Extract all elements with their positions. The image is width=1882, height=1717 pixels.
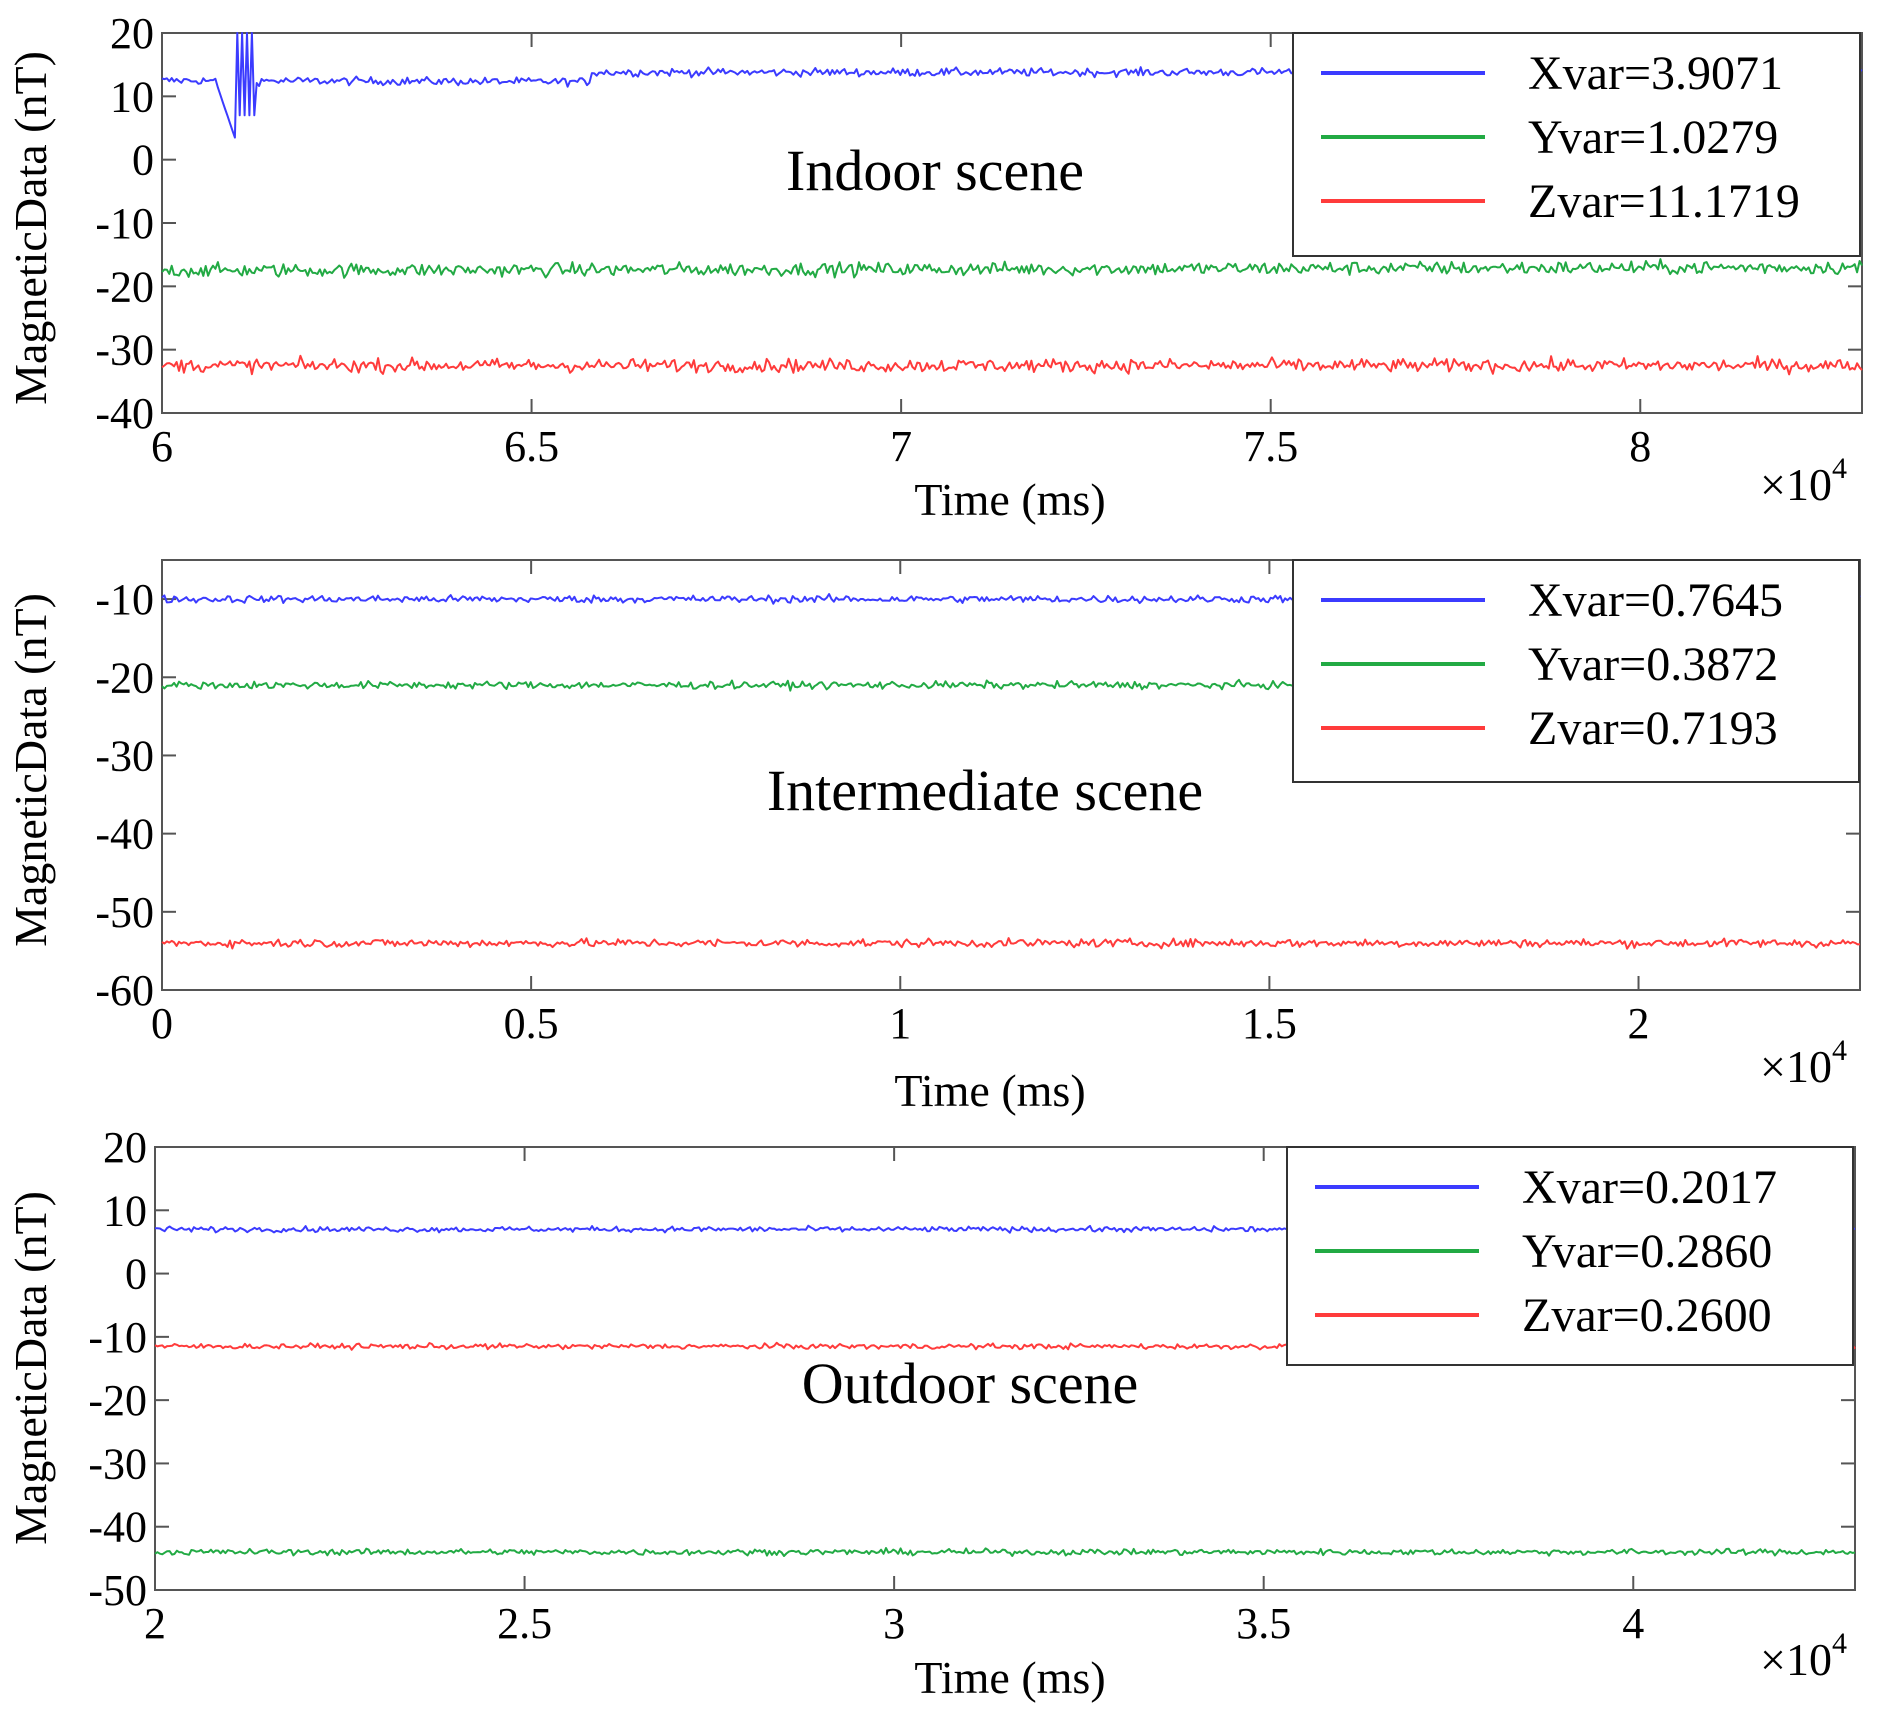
y-tick-label: 10 xyxy=(103,1186,147,1235)
y-tick-label: -50 xyxy=(95,888,154,937)
series-line-3 xyxy=(161,937,1861,950)
x-exponent-label: ×104 xyxy=(1760,1034,1847,1092)
panel-2: -10 -20 -30 -40 -50 -600 0.5 1 1.5 2 Xvar=0.7645 Yv… xyxy=(5,559,1861,1116)
legend-entry: Zvar=11.1719 xyxy=(1528,175,1800,228)
x-tick-label: 0.5 xyxy=(504,999,559,1048)
legend-entry: Zvar=0.2600 xyxy=(1522,1289,1772,1342)
x-tick-label: 2 xyxy=(1628,999,1650,1048)
y-tick-label: -10 xyxy=(88,1313,147,1362)
x-tick-label: 2 xyxy=(144,1599,166,1648)
x-exponent-power: 4 xyxy=(1832,452,1847,485)
legend-box xyxy=(1286,1146,1854,1366)
x-tick-label: 1 xyxy=(889,999,911,1048)
legend: Xvar=0.7645 Yvar=0.3872 Zvar=0.7193 xyxy=(1292,559,1860,783)
x-axis-label: Time (ms) xyxy=(914,474,1105,525)
panel-1: 20 10 0 -10 -20 -30 -406 6.5 7 7.5 8 Xvar=3.9071 Yva… xyxy=(5,9,1863,525)
y-tick-label: -40 xyxy=(95,389,154,438)
legend: Xvar=3.9071 Yvar=1.0279 Zvar=11.1719 xyxy=(1292,32,1861,257)
x-tick-label: 4 xyxy=(1622,1599,1644,1648)
x-exponent-label: ×104 xyxy=(1760,1627,1847,1685)
y-axis-label: MagneticData (nT) xyxy=(5,1191,56,1545)
x-exponent-power: 4 xyxy=(1832,1627,1847,1660)
legend-entry: Zvar=0.7193 xyxy=(1528,702,1778,755)
y-tick-label: -40 xyxy=(95,810,154,859)
x-axis-label: Time (ms) xyxy=(914,1652,1105,1703)
legend-entry: Xvar=0.7645 xyxy=(1528,574,1783,627)
y-tick-label: 0 xyxy=(125,1250,147,1299)
y-axis-label: MagneticData (nT) xyxy=(5,51,56,405)
y-tick-label: -20 xyxy=(95,653,154,702)
scene-label: Indoor scene xyxy=(786,138,1084,203)
x-tick-label: 0 xyxy=(151,999,173,1048)
y-tick-label: 20 xyxy=(103,1123,147,1172)
y-tick-label: 0 xyxy=(132,136,154,185)
series-line-2 xyxy=(154,1547,1856,1557)
y-tick-label: 20 xyxy=(110,9,154,58)
x-axis-label: Time (ms) xyxy=(894,1065,1085,1116)
scene-label: Intermediate scene xyxy=(767,758,1203,823)
y-tick-label: -20 xyxy=(95,262,154,311)
y-tick-label: -30 xyxy=(95,731,154,780)
x-tick-label: 6.5 xyxy=(504,422,559,471)
y-tick-label: -50 xyxy=(88,1566,147,1615)
scene-label: Outdoor scene xyxy=(802,1351,1139,1416)
y-tick-label: -60 xyxy=(95,966,154,1015)
legend-entry: Yvar=0.3872 xyxy=(1528,638,1778,691)
x-tick-label: 2.5 xyxy=(497,1599,552,1648)
legend-entry: Xvar=0.2017 xyxy=(1522,1161,1777,1214)
y-tick-label: 10 xyxy=(110,72,154,121)
y-tick-label: -10 xyxy=(95,199,154,248)
x-tick-label: 3 xyxy=(883,1599,905,1648)
legend-entry: Yvar=1.0279 xyxy=(1528,111,1778,164)
y-tick-label: -30 xyxy=(95,326,154,375)
y-tick-label: -40 xyxy=(88,1503,147,1552)
x-tick-label: 6 xyxy=(151,422,173,471)
legend: Xvar=0.2017 Yvar=0.2860 Zvar=0.2600 xyxy=(1286,1146,1854,1366)
axes-frame xyxy=(154,1146,1856,1591)
y-tick-label: -30 xyxy=(88,1439,147,1488)
x-tick-label: 7.5 xyxy=(1243,422,1298,471)
y-axis-label: MagneticData (nT) xyxy=(5,593,56,947)
x-exponent-label: ×104 xyxy=(1760,452,1847,510)
x-tick-label: 1.5 xyxy=(1242,999,1297,1048)
x-tick-label: 7 xyxy=(890,422,912,471)
x-tick-label: 3.5 xyxy=(1236,1599,1291,1648)
panel-3: 20 10 0 -10 -20 -30 -40 -502 2.5 3 3.5 4 Xvar=0.2017… xyxy=(5,1123,1856,1703)
legend-entry: Yvar=0.2860 xyxy=(1522,1225,1772,1278)
legend-box xyxy=(1292,32,1861,257)
x-exponent-power: 4 xyxy=(1832,1034,1847,1067)
series-line-3 xyxy=(161,354,1863,376)
x-tick-label: 8 xyxy=(1629,422,1651,471)
y-tick-label: -10 xyxy=(95,575,154,624)
series-line-2 xyxy=(161,258,1863,279)
legend-box xyxy=(1292,559,1860,783)
y-tick-label: -20 xyxy=(88,1376,147,1425)
legend-entry: Xvar=3.9071 xyxy=(1528,47,1783,100)
